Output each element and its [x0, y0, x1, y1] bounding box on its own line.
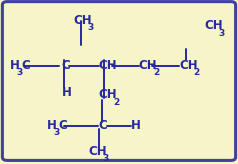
Text: CH: CH	[99, 88, 117, 101]
Text: H: H	[130, 119, 140, 132]
Text: CH: CH	[73, 14, 92, 27]
Text: CH: CH	[204, 19, 223, 32]
Text: H: H	[47, 119, 57, 132]
Text: CH: CH	[179, 59, 198, 72]
Text: 2: 2	[113, 98, 119, 107]
Text: 3: 3	[218, 29, 225, 38]
Text: 2: 2	[193, 68, 199, 77]
FancyBboxPatch shape	[2, 2, 236, 160]
Text: C: C	[59, 119, 67, 132]
Text: CH: CH	[99, 59, 117, 72]
Text: 3: 3	[103, 154, 109, 163]
Text: 3: 3	[88, 23, 94, 32]
Text: CH: CH	[89, 145, 107, 158]
Text: H: H	[61, 86, 71, 99]
Text: H: H	[10, 59, 19, 72]
Text: C: C	[99, 119, 108, 132]
Text: 2: 2	[153, 68, 159, 77]
Text: 3: 3	[54, 128, 60, 137]
Text: 3: 3	[16, 68, 22, 77]
Text: C: C	[21, 59, 30, 72]
Text: CH: CH	[139, 59, 157, 72]
Text: C: C	[61, 59, 70, 72]
